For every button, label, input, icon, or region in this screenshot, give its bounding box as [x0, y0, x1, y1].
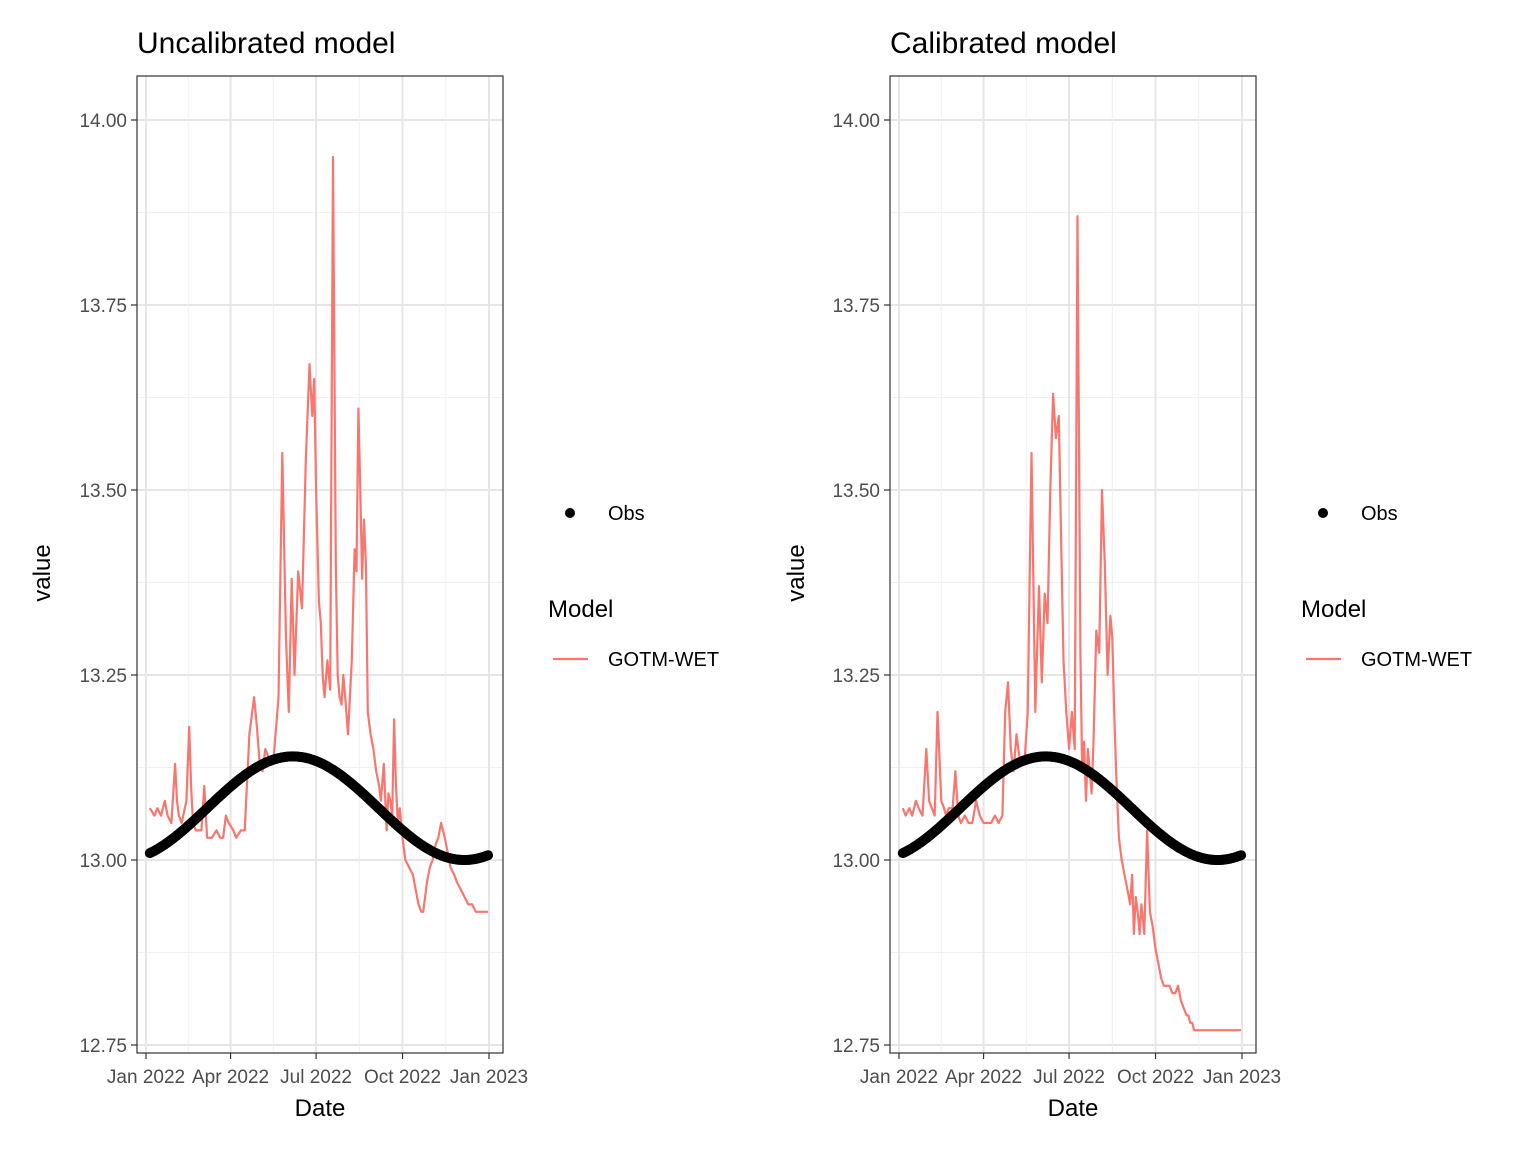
model-series-line	[148, 155, 489, 913]
model-series-line	[901, 215, 1242, 1032]
plot-border	[889, 75, 1257, 1054]
chart-panel-1: 12.75 13.00 13.25 13.50 13.75 14.00 Jan 2022 Ap…	[29, 27, 719, 1122]
obs-series	[144, 751, 494, 865]
y-tick-label: 13.25	[79, 666, 127, 687]
legend-title: Model	[1301, 596, 1366, 623]
chart-panel-2: 12.75 13.00 13.25 13.50 13.75 14.00 Jan 2022 Ap…	[783, 27, 1472, 1122]
x-tick-label: Jan 2023	[450, 1067, 528, 1088]
y-tick-label: 13.00	[79, 851, 127, 872]
y-tick-label: 13.75	[832, 296, 880, 317]
x-tick-label: Jan 2022	[107, 1067, 185, 1088]
obs-point	[483, 850, 494, 861]
plot-border	[136, 75, 504, 1054]
legend-title: Model	[548, 596, 613, 623]
x-tick-label: Jan 2022	[860, 1067, 938, 1088]
y-axis-label: value	[29, 544, 56, 601]
x-tick-label: Apr 2022	[192, 1067, 269, 1088]
y-tick-label: 13.25	[832, 666, 880, 687]
obs-series	[897, 751, 1247, 865]
chart-title: Calibrated model	[890, 27, 1117, 60]
plot-background	[890, 76, 1256, 1053]
y-tick-label: 12.75	[832, 1036, 880, 1057]
y-tick-label: 13.00	[832, 851, 880, 872]
legend-model-label: GOTM-WET	[1361, 649, 1472, 671]
x-tick-label: Jan 2023	[1203, 1067, 1281, 1088]
legend: Obs Model GOTM-WET	[548, 503, 719, 671]
y-tick-label: 13.50	[832, 481, 880, 502]
y-tick-label: 13.75	[79, 296, 127, 317]
x-tick-label: Oct 2022	[364, 1067, 441, 1088]
y-tick-label: 14.00	[832, 111, 880, 132]
legend-obs-label: Obs	[608, 503, 645, 525]
x-tick-label: Jul 2022	[1033, 1067, 1105, 1088]
chart-title: Uncalibrated model	[137, 27, 395, 60]
legend-obs-label: Obs	[1361, 503, 1398, 525]
y-tick-label: 12.75	[79, 1036, 127, 1057]
legend-model-label: GOTM-WET	[608, 649, 719, 671]
legend-obs-key	[1318, 508, 1328, 518]
y-tick-label: 13.50	[79, 481, 127, 502]
obs-point	[1236, 850, 1247, 861]
x-tick-label: Apr 2022	[945, 1067, 1022, 1088]
x-axis-label: Date	[295, 1095, 346, 1122]
x-tick-label: Oct 2022	[1117, 1067, 1194, 1088]
legend: Obs Model GOTM-WET	[1301, 503, 1472, 671]
y-tick-label: 14.00	[79, 111, 127, 132]
legend-obs-key	[565, 508, 575, 518]
y-axis-label: value	[783, 544, 810, 601]
x-tick-label: Jul 2022	[280, 1067, 352, 1088]
plot-background	[137, 76, 503, 1053]
x-axis-label: Date	[1048, 1095, 1099, 1122]
